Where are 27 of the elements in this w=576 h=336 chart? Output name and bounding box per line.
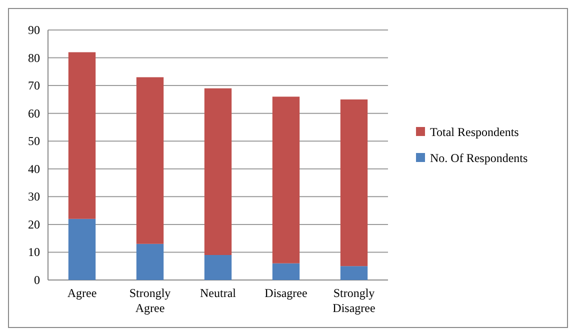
y-tick-label: 70 <box>28 78 40 93</box>
y-tick-label: 30 <box>28 190 40 204</box>
y-tick-label: 20 <box>28 217 40 232</box>
legend-label: No. Of Respondents <box>430 151 528 165</box>
x-tick-label: Agree <box>67 286 97 300</box>
y-tick-label: 10 <box>28 245 40 260</box>
y-tick-label: 90 <box>28 23 40 37</box>
bar <box>136 244 164 280</box>
legend-label: Total Respondents <box>430 125 520 139</box>
bar <box>272 96 300 264</box>
bar <box>136 77 164 244</box>
x-tick-label: Strongly Agree <box>129 286 171 315</box>
x-tick-label: Strongly Disagree <box>332 286 376 315</box>
y-tick-label: 80 <box>28 50 40 65</box>
bar <box>68 218 96 280</box>
bar <box>68 52 96 219</box>
x-tick-label: Disagree <box>264 286 308 300</box>
bar <box>204 255 232 280</box>
bar <box>272 263 300 280</box>
x-tick-label: Neutral <box>200 286 237 300</box>
bar <box>340 99 368 266</box>
bar <box>340 266 368 280</box>
bar <box>204 88 232 255</box>
y-tick-label: 50 <box>28 134 40 148</box>
y-tick-label: 60 <box>28 106 40 120</box>
y-tick-label: 40 <box>28 162 40 176</box>
y-tick-label: 0 <box>34 273 40 287</box>
